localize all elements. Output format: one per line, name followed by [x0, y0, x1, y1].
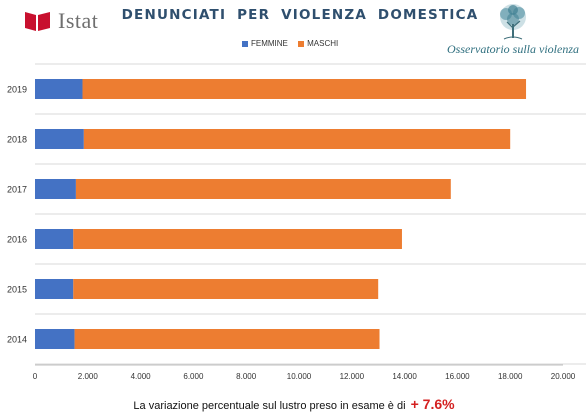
chart-legend: FEMMINE MASCHI	[242, 39, 346, 51]
x-tick-label: 4.000	[131, 372, 152, 381]
bar-maschi	[74, 329, 380, 349]
x-tick-label: 2.000	[78, 372, 99, 381]
x-tick-label: 16.000	[445, 372, 470, 381]
bar-femmine	[35, 329, 75, 349]
legend-item-femmine: FEMMINE	[242, 39, 288, 48]
legend-label-femmine: FEMMINE	[251, 39, 288, 48]
page-title: DENUNCIATI PER VIOLENZA DOMESTICA	[121, 7, 479, 23]
x-tick-label: 14.000	[392, 372, 417, 381]
istat-logo-text: Istat	[58, 8, 99, 33]
bar-maschi	[83, 129, 511, 149]
legend-item-maschi: MASCHI	[298, 39, 338, 48]
legend-swatch-femmine	[242, 40, 248, 47]
bar-maschi	[73, 229, 402, 249]
bar-maschi	[75, 179, 451, 199]
bar-femmine	[35, 129, 84, 149]
legend-label-maschi: MASCHI	[307, 39, 339, 48]
y-tick-label: 2016	[7, 235, 27, 245]
y-tick-label: 2019	[7, 85, 27, 95]
variation-footer: La variazione percentuale sul lustro pre…	[0, 396, 588, 412]
bar-maschi	[73, 279, 379, 299]
x-tick-label: 0	[33, 372, 38, 381]
legend-swatch-maschi	[298, 40, 305, 47]
x-tick-label: 10.000	[287, 372, 312, 381]
y-tick-label: 2018	[7, 135, 27, 145]
bar-femmine	[35, 79, 83, 99]
tree-icon	[500, 4, 526, 40]
x-tick-label: 18.000	[498, 372, 523, 381]
y-tick-label: 2017	[7, 185, 27, 195]
bar-femmine	[35, 179, 76, 199]
bar-femmine	[35, 229, 74, 249]
bar-femmine	[35, 279, 74, 299]
observatory-logo-text: Osservatorio sulla violenza	[447, 42, 579, 56]
y-tick-label: 2015	[7, 285, 27, 295]
istat-flag-icon	[25, 12, 50, 31]
footer-text: La variazione percentuale sul lustro pre…	[133, 400, 406, 412]
variation-value: + 7.6%	[410, 396, 455, 412]
istat-logo: Istat	[24, 6, 110, 34]
bar-maschi	[82, 79, 527, 99]
x-tick-label: 6.000	[183, 372, 204, 381]
x-tick-label: 12.000	[340, 372, 365, 381]
y-tick-label: 2014	[7, 335, 27, 345]
x-tick-label: 20.000	[551, 372, 576, 381]
x-tick-label: 8.000	[236, 372, 257, 381]
observatory-logo: Osservatorio sulla violenza	[440, 2, 586, 60]
